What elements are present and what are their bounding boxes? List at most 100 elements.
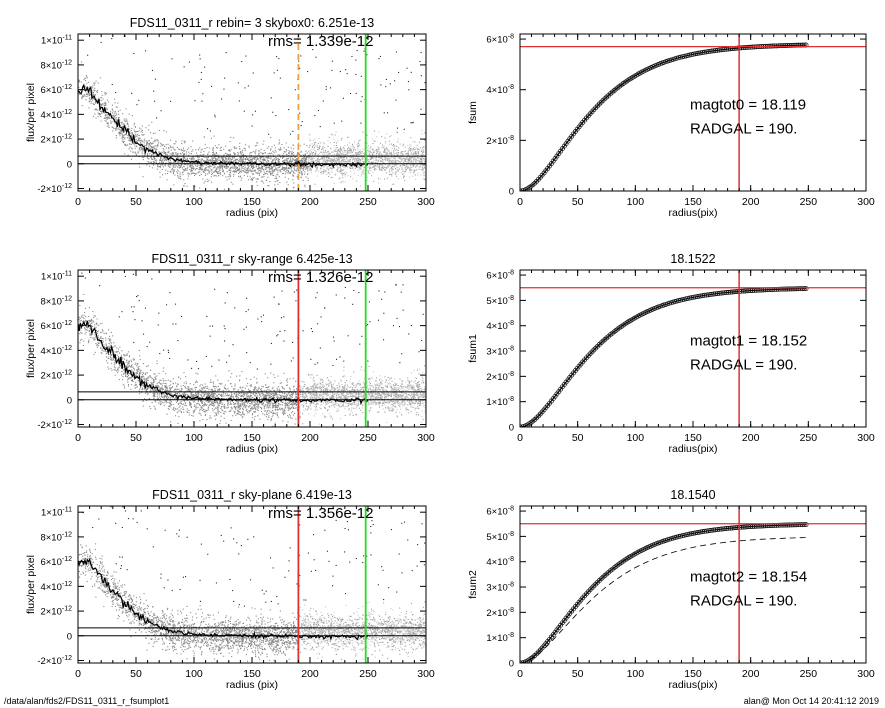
data-point bbox=[128, 136, 130, 138]
data-point bbox=[244, 168, 246, 170]
data-point bbox=[314, 363, 316, 365]
data-point bbox=[423, 149, 425, 151]
data-point bbox=[289, 159, 291, 161]
data-point bbox=[407, 166, 409, 168]
data-point bbox=[239, 176, 241, 178]
data-point bbox=[150, 156, 152, 158]
data-point bbox=[404, 157, 406, 159]
data-point bbox=[326, 156, 328, 158]
data-point bbox=[236, 164, 238, 166]
data-point bbox=[180, 390, 182, 392]
data-point bbox=[316, 168, 318, 170]
data-point bbox=[100, 104, 102, 106]
data-point bbox=[228, 170, 230, 172]
data-point bbox=[187, 173, 189, 175]
data-point bbox=[341, 120, 343, 122]
data-point bbox=[368, 159, 370, 161]
data-point bbox=[286, 172, 288, 174]
data-point bbox=[336, 154, 338, 156]
data-point bbox=[130, 150, 132, 152]
data-point bbox=[284, 168, 286, 170]
data-point bbox=[142, 129, 144, 131]
data-point bbox=[377, 154, 379, 156]
data-point bbox=[310, 159, 312, 161]
data-point bbox=[111, 117, 113, 119]
data-point bbox=[277, 171, 279, 173]
data-point bbox=[336, 159, 338, 161]
data-point bbox=[217, 173, 219, 175]
data-point bbox=[417, 148, 419, 150]
data-point bbox=[210, 159, 212, 161]
data-point bbox=[225, 161, 227, 163]
data-point bbox=[410, 71, 412, 73]
data-point bbox=[404, 153, 406, 155]
data-point bbox=[329, 412, 331, 414]
data-point bbox=[256, 144, 258, 146]
data-point bbox=[197, 158, 199, 160]
data-point bbox=[420, 165, 422, 167]
data-point bbox=[97, 100, 99, 102]
data-point bbox=[123, 126, 125, 128]
data-point bbox=[174, 143, 176, 145]
data-point bbox=[171, 58, 173, 60]
data-point bbox=[110, 122, 112, 124]
data-point bbox=[250, 157, 252, 159]
data-point bbox=[85, 91, 87, 93]
data-point bbox=[244, 164, 246, 166]
data-point bbox=[269, 166, 271, 168]
data-point bbox=[286, 170, 288, 172]
data-point bbox=[339, 170, 341, 172]
data-point bbox=[291, 170, 293, 172]
data-point bbox=[167, 163, 169, 165]
data-point bbox=[214, 170, 216, 172]
data-point bbox=[320, 168, 322, 170]
data-point bbox=[256, 159, 258, 161]
data-point bbox=[337, 159, 339, 161]
data-point bbox=[120, 131, 122, 133]
data-point bbox=[347, 147, 349, 149]
data-point bbox=[129, 139, 131, 141]
data-point bbox=[93, 103, 95, 105]
data-point bbox=[241, 159, 243, 161]
data-point bbox=[355, 59, 357, 61]
data-point bbox=[216, 172, 218, 174]
data-point bbox=[191, 162, 193, 164]
data-point bbox=[406, 156, 408, 158]
data-point bbox=[111, 104, 113, 106]
data-point bbox=[248, 145, 250, 147]
data-point bbox=[198, 156, 200, 158]
data-point bbox=[362, 169, 364, 171]
data-point bbox=[310, 161, 312, 163]
data-point bbox=[388, 156, 390, 158]
data-point bbox=[209, 417, 211, 419]
data-point bbox=[236, 167, 238, 169]
data-point bbox=[326, 173, 328, 175]
data-point bbox=[129, 132, 131, 134]
data-point bbox=[421, 169, 423, 171]
data-point bbox=[230, 158, 232, 160]
data-point bbox=[367, 170, 369, 172]
data-point bbox=[106, 116, 108, 118]
data-point bbox=[413, 172, 415, 174]
data-point bbox=[248, 162, 250, 164]
data-point bbox=[164, 164, 166, 166]
data-point bbox=[144, 153, 146, 155]
data-point bbox=[413, 156, 415, 158]
data-point bbox=[387, 148, 389, 150]
data-point bbox=[188, 154, 190, 156]
data-point bbox=[253, 166, 255, 168]
data-point bbox=[304, 162, 306, 164]
data-point bbox=[368, 161, 370, 163]
data-point bbox=[329, 142, 331, 144]
data-point bbox=[180, 153, 182, 155]
data-point bbox=[237, 153, 239, 155]
data-point bbox=[253, 166, 255, 168]
data-point bbox=[321, 148, 323, 150]
data-point bbox=[227, 160, 229, 162]
data-point bbox=[130, 147, 132, 149]
y-tick-label: -2×10-12 bbox=[37, 183, 72, 195]
data-point bbox=[212, 148, 214, 150]
data-point bbox=[390, 153, 392, 155]
data-point bbox=[154, 145, 156, 147]
data-point bbox=[356, 161, 358, 163]
